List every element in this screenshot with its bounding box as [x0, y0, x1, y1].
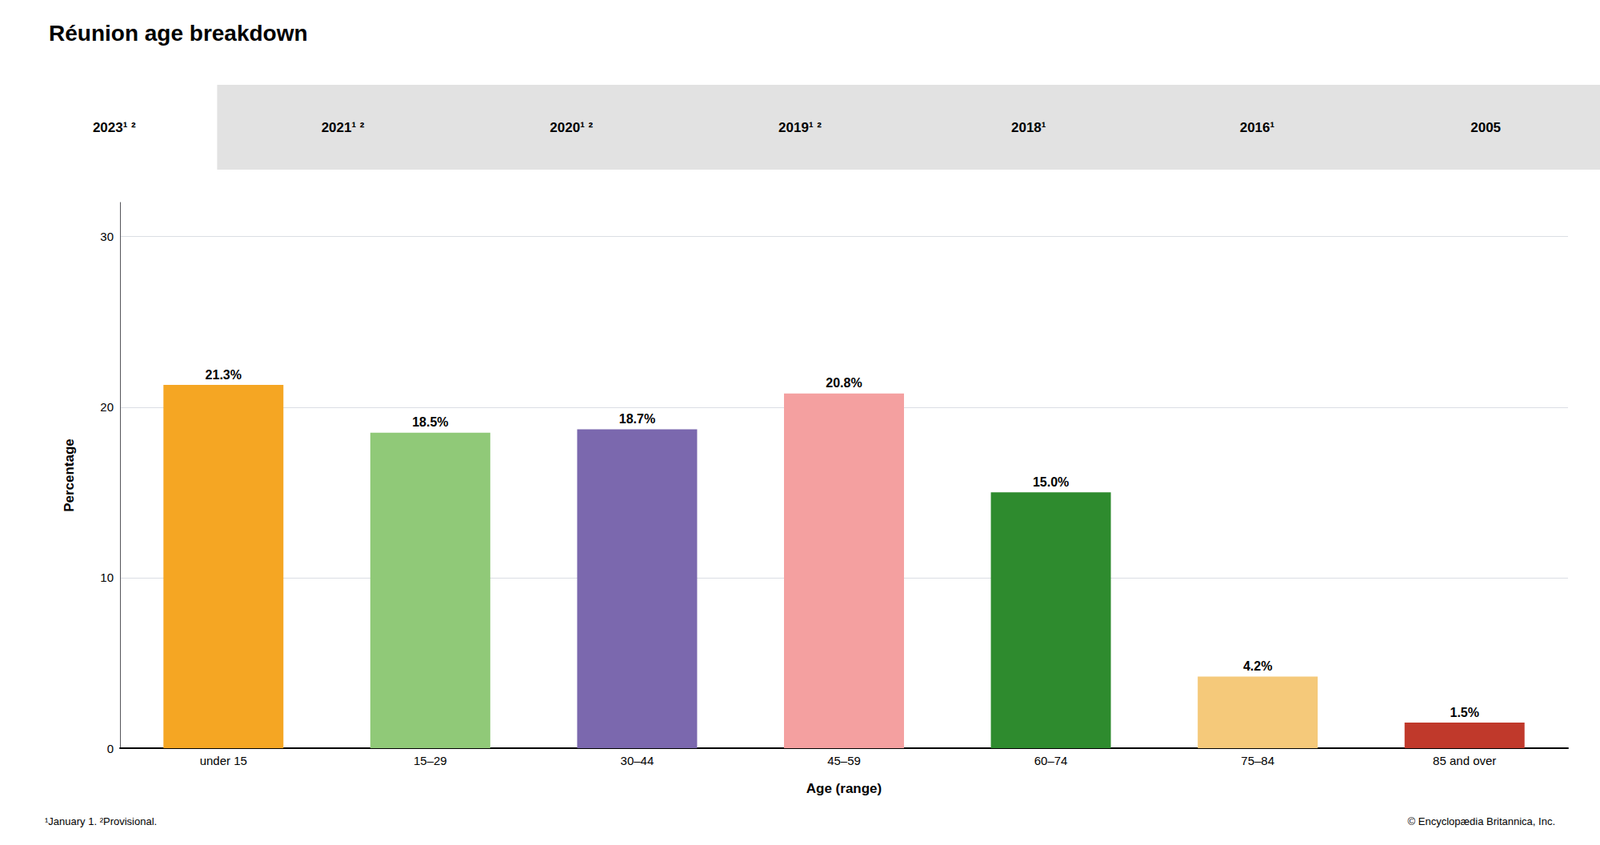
- svg-text:2021¹ ²: 2021¹ ²: [321, 120, 365, 136]
- svg-text:60–74: 60–74: [1034, 753, 1068, 768]
- svg-text:2018¹: 2018¹: [1011, 120, 1047, 136]
- svg-text:15.0%: 15.0%: [1032, 475, 1069, 489]
- svg-text:4.2%: 4.2%: [1243, 659, 1272, 673]
- svg-text:0: 0: [107, 741, 114, 756]
- svg-text:45–59: 45–59: [827, 753, 861, 768]
- svg-text:85 and over: 85 and over: [1432, 753, 1496, 768]
- svg-text:2023¹ ²: 2023¹ ²: [92, 120, 136, 136]
- svg-text:under 15: under 15: [200, 753, 248, 768]
- svg-text:20.8%: 20.8%: [825, 376, 862, 390]
- svg-text:18.5%: 18.5%: [412, 415, 448, 429]
- svg-text:10: 10: [100, 570, 114, 584]
- svg-text:1.5%: 1.5%: [1449, 705, 1479, 720]
- svg-text:2005: 2005: [1470, 120, 1501, 136]
- svg-text:20: 20: [100, 400, 114, 414]
- svg-text:© Encyclopædia Britannica, Inc: © Encyclopædia Britannica, Inc.: [1408, 815, 1556, 828]
- svg-text:2019¹ ²: 2019¹ ²: [778, 120, 822, 136]
- svg-text:Réunion age breakdown: Réunion age breakdown: [48, 20, 308, 46]
- svg-text:30–44: 30–44: [620, 753, 655, 768]
- svg-text:15–29: 15–29: [413, 753, 448, 768]
- svg-text:2016¹: 2016¹: [1240, 120, 1276, 136]
- svg-text:2020¹ ²: 2020¹ ²: [549, 120, 593, 136]
- svg-text:75–84: 75–84: [1240, 753, 1275, 768]
- svg-text:21.3%: 21.3%: [205, 368, 242, 382]
- svg-text:18.7%: 18.7%: [619, 412, 656, 426]
- svg-text:Percentage: Percentage: [61, 438, 77, 512]
- svg-text:Age (range): Age (range): [806, 780, 882, 796]
- svg-text:¹January 1. ²Provisional.: ¹January 1. ²Provisional.: [44, 815, 157, 828]
- svg-text:30: 30: [100, 229, 114, 244]
